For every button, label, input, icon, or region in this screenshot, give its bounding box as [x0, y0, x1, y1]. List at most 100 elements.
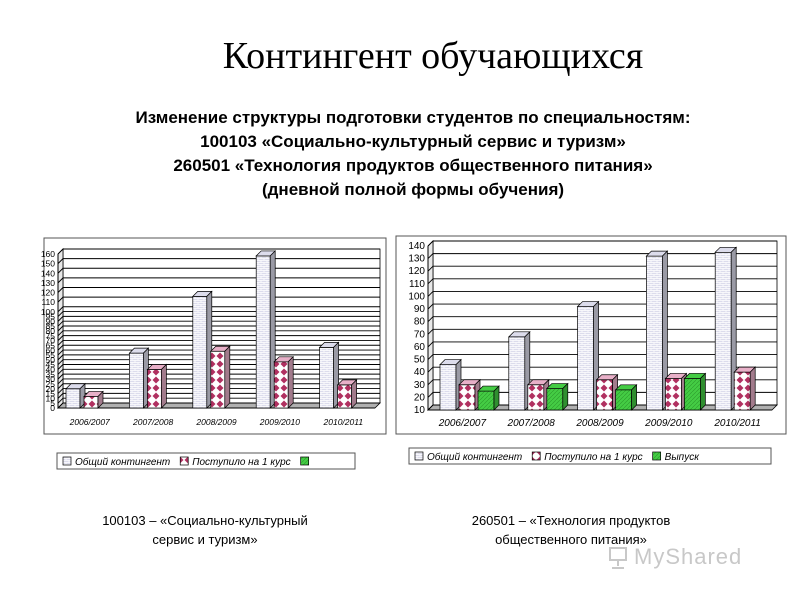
y-tick-label: 25: [46, 379, 56, 389]
legend-swatch: [62, 456, 72, 466]
bar-front: [458, 384, 476, 411]
bar: [65, 382, 86, 409]
bar: [595, 373, 619, 411]
x-tick-label: 2010/2011: [713, 418, 761, 429]
y-tick-label: 30: [46, 374, 56, 384]
y-tick-label: 60: [46, 345, 56, 355]
legend-label: Общий контингент: [427, 451, 522, 463]
y-tick-label: 130: [41, 278, 55, 288]
x-tick-label: 2007/2008: [132, 417, 173, 427]
legend-label: Выпуск: [665, 452, 701, 463]
bar: [83, 390, 104, 409]
y-tick-label: 120: [41, 288, 55, 298]
bar: [336, 379, 358, 409]
y-tick-label: 160: [41, 249, 55, 259]
bar-front: [596, 379, 613, 411]
y-tick-label: 65: [46, 340, 56, 350]
legend-label: Поступило на 1 курс: [544, 452, 642, 463]
y-tick-label: 45: [46, 360, 56, 370]
bar: [477, 385, 500, 411]
bar-front: [665, 378, 682, 411]
bar-front: [714, 251, 732, 411]
y-tick-label: 100: [408, 291, 425, 302]
bar-front: [646, 255, 663, 411]
legend-swatch: [300, 456, 310, 466]
y-tick-label: 90: [414, 304, 426, 315]
bar-front: [546, 388, 564, 411]
subtitle-line: 100103 «Социально-культурный сервис и ту…: [200, 132, 626, 151]
bar: [146, 363, 168, 409]
x-tick-label: 2009/2010: [644, 418, 693, 429]
caption-line: сервис и туризм»: [152, 532, 258, 547]
subtitle-line: Изменение структуры подготовки студентов…: [135, 108, 691, 127]
bar-side: [749, 366, 756, 411]
subtitle-line: (дневной полной формы обучения): [261, 180, 565, 199]
bar: [645, 250, 669, 411]
y-tick-label: 90: [46, 316, 56, 326]
bar-front: [439, 364, 457, 411]
caption-260501: 260501 – «Технология продуктов обществен…: [436, 511, 706, 549]
y-tick-label: 80: [46, 326, 56, 336]
legend-swatch: [531, 451, 541, 461]
gridline: [427, 240, 777, 247]
y-tick-label: 110: [41, 297, 55, 307]
page-subtitle: Изменение структуры подготовки студентов…: [0, 106, 800, 202]
y-tick-label: 5: [50, 398, 55, 408]
bar: [526, 378, 550, 411]
legend-swatch: [652, 451, 662, 461]
bar: [664, 372, 688, 411]
y-tick-label: 10: [46, 393, 56, 403]
y-tick-label: 95: [46, 312, 56, 322]
y-tick-label: 55: [46, 350, 56, 360]
bar: [458, 378, 481, 411]
bar: [273, 355, 295, 409]
caption-line: общественного питания»: [495, 532, 647, 547]
gridline: [57, 248, 380, 255]
legend-swatch: [179, 456, 189, 466]
y-tick-label: 100: [41, 307, 55, 317]
bar: [545, 382, 569, 411]
y-tick-label: 15: [46, 389, 56, 399]
bar: [439, 358, 462, 411]
y-tick-label: 75: [46, 331, 56, 341]
legend-swatch: [414, 451, 424, 461]
bar: [714, 246, 738, 411]
bar: [733, 366, 757, 411]
y-tick-label: 0: [50, 403, 55, 413]
bar-front: [615, 389, 632, 411]
bar: [209, 345, 231, 409]
bar-side: [631, 383, 637, 411]
y-tick-label: 20: [414, 392, 426, 403]
bar-side: [351, 379, 357, 409]
y-tick-label: 70: [46, 336, 56, 346]
x-tick-label: 2006/2007: [438, 418, 487, 429]
page-title: Контингент обучающихся: [222, 35, 644, 77]
caption-line: 100103 – «Социально-культурный: [102, 513, 308, 528]
legend-label: Общий контингент: [75, 456, 170, 468]
legend-box: [408, 447, 772, 465]
bar-front: [577, 306, 594, 411]
y-tick-label: 110: [409, 279, 425, 290]
y-tick-label: 140: [408, 241, 425, 252]
y-tick-label: 30: [414, 380, 426, 391]
legend-label: Поступило на 1 курс: [192, 457, 290, 468]
x-tick-label: 2008/2009: [575, 418, 624, 429]
bar-front: [477, 390, 495, 411]
x-tick-label: 2010/2011: [323, 417, 364, 427]
bar: [614, 383, 638, 411]
bar: [576, 300, 600, 411]
y-tick-label: 120: [408, 266, 425, 277]
y-tick-label: 70: [414, 329, 426, 340]
bar-side: [700, 372, 706, 411]
y-tick-label: 50: [46, 355, 56, 365]
y-tick-label: 40: [414, 367, 426, 378]
y-tick-label: 130: [408, 254, 425, 265]
y-tick-label: 20: [46, 384, 56, 394]
bar-side: [562, 382, 569, 411]
subtitle-line: 260501 «Технология продуктов общественно…: [173, 156, 653, 175]
bar-side: [224, 345, 231, 409]
y-tick-label: 85: [46, 321, 56, 331]
x-tick-label: 2008/2009: [195, 417, 236, 427]
y-tick-label: 150: [41, 259, 55, 269]
